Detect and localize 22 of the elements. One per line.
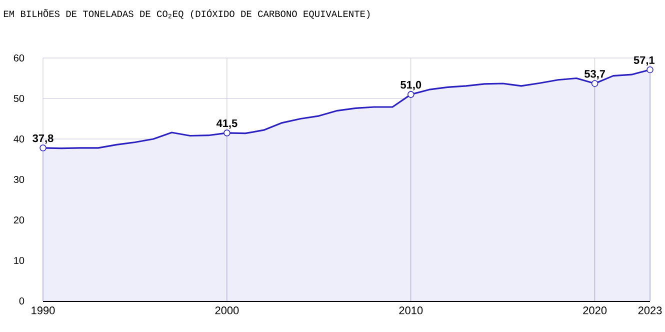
x-tick-label: 2010 <box>399 306 423 314</box>
x-tick-label: 2023 <box>638 306 662 314</box>
y-tick-label: 30 <box>14 176 24 184</box>
point <box>224 130 230 136</box>
x-tick-label: 1990 <box>32 306 55 314</box>
y-tick-label: 20 <box>14 216 24 224</box>
y-tick-label: 0 <box>19 297 24 305</box>
point <box>407 91 414 98</box>
data-label: 37,8 <box>32 134 54 144</box>
y-tick-label: 10 <box>14 256 24 264</box>
y-tick-label: 50 <box>14 94 24 102</box>
data-label: 53,7 <box>584 70 606 80</box>
point <box>591 80 598 87</box>
y-tick-label: 60 <box>14 54 24 62</box>
data-label: 51,0 <box>400 80 422 90</box>
chart-title: EM BILHÕES DE TONELADAS DE CO$_{2}$EQ (DIÓXIDO DE CARBONO EQUIVALENTE) <box>4 9 370 19</box>
point <box>40 144 46 152</box>
data-label: 41,5 <box>216 120 238 129</box>
x-tick-label: 2020 <box>583 306 607 314</box>
data-label: 57,1 <box>634 56 654 66</box>
x-tick-label: 2000 <box>215 306 239 314</box>
y-tick-label: 40 <box>14 135 24 143</box>
